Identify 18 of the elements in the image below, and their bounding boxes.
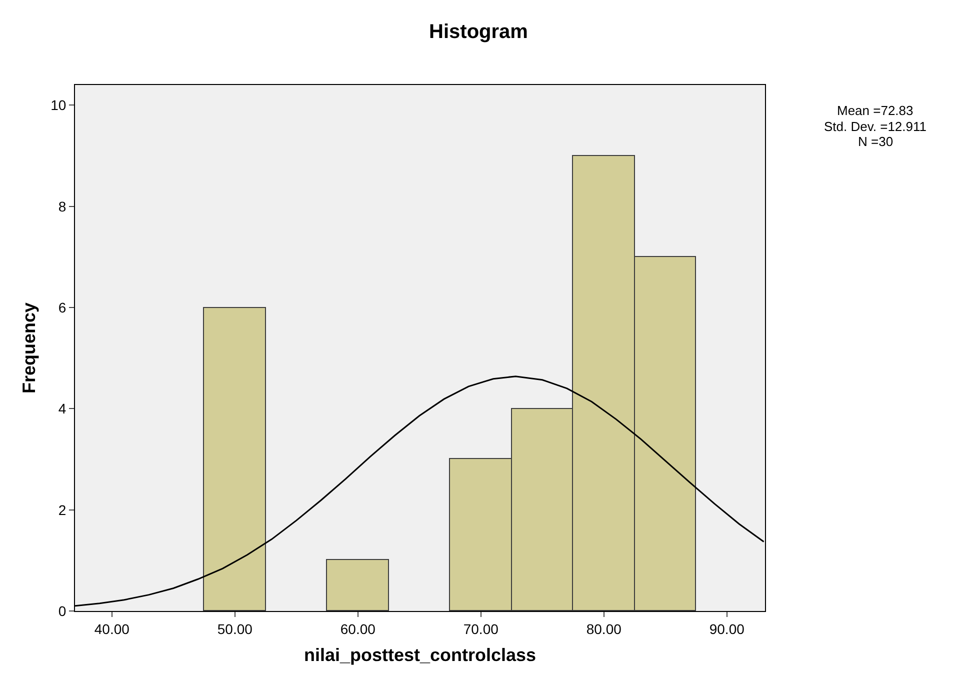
x-axis-title: nilai_posttest_controlclass <box>304 644 536 665</box>
y-tick-label: 4 <box>58 400 66 417</box>
x-tick-label: 80.00 <box>586 620 622 637</box>
chart-title: Histogram <box>429 20 528 43</box>
text: Mean =72.83 <box>837 103 914 118</box>
x-tick-label: 40.00 <box>94 620 130 637</box>
text: Std. Dev. =12.911 <box>824 119 927 134</box>
y-tick-label: 8 <box>58 198 66 214</box>
text: N =30 <box>858 134 894 149</box>
x-tick-label: 90.00 <box>709 620 745 637</box>
y-tick-label: 2 <box>58 502 66 518</box>
y-tick-label: 0 <box>58 602 66 619</box>
x-tick-label: 60.00 <box>340 620 376 637</box>
x-tick-label: 70.00 <box>463 620 499 637</box>
y-axis-title: Frequency <box>18 302 39 394</box>
x-tick-label: 50.00 <box>217 620 253 637</box>
y-tick-label: 6 <box>58 299 66 316</box>
y-tick-label: 10 <box>50 97 66 114</box>
